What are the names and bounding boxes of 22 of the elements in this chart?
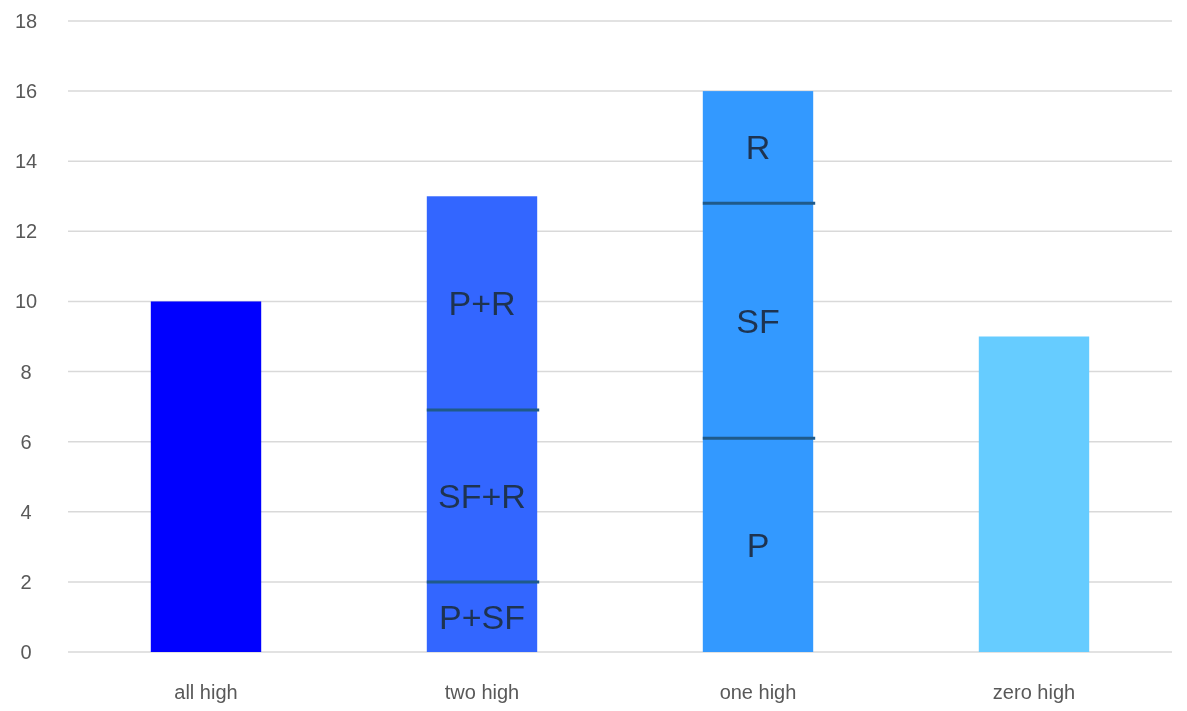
y-tick-label: 4 [20, 500, 32, 523]
data-label: P+SF [439, 597, 525, 636]
x-tick-label: one high [719, 681, 797, 703]
data-label: SF+R [438, 476, 526, 515]
data-label: P [746, 525, 770, 564]
bar [978, 336, 1090, 652]
y-tick-label: 14 [14, 150, 38, 173]
data-label: R [745, 128, 771, 167]
data-label: SF [736, 301, 780, 340]
x-tick-label: two high [444, 681, 520, 703]
y-tick-label: 12 [14, 220, 38, 243]
y-tick-label: 16 [14, 80, 38, 103]
y-tick-label: 2 [20, 570, 32, 593]
data-label: P+R [448, 284, 516, 323]
y-tick-label: 10 [14, 290, 38, 313]
y-tick-label: 6 [20, 430, 32, 453]
bar [150, 301, 262, 652]
y-tick-label: 18 [14, 10, 38, 32]
y-tick-label: 0 [20, 641, 32, 663]
x-tick-label: zero high [992, 681, 1076, 703]
x-tick-label: all high [174, 681, 238, 703]
y-tick-label: 8 [20, 360, 32, 383]
